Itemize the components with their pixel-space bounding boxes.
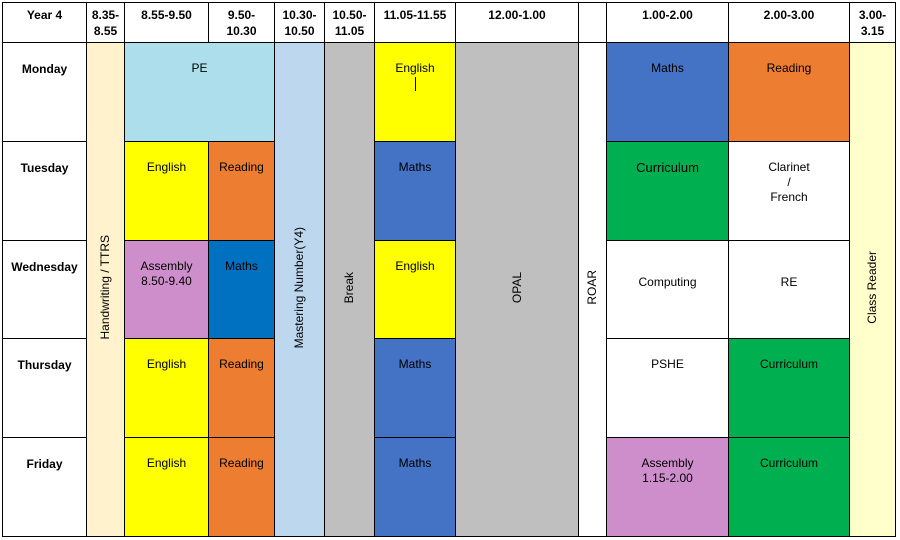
class-reader-label: Class Reader (865, 251, 879, 324)
tuesday-am1-lesson: English (124, 140, 209, 241)
time-header: 1.00-2.00 (606, 2, 729, 43)
monday-pm1-lesson: Maths (606, 42, 729, 142)
day-label-thursday: Thursday (2, 338, 87, 439)
handwriting-label: Handwriting / TTRS (98, 235, 112, 340)
tuesday-row: Tuesday English Reading Maths Curriculum… (2, 140, 896, 241)
wednesday-am1-lesson: Assembly 8.50-9.40 (124, 239, 209, 340)
time-header: 11.05-11.55 (374, 2, 456, 43)
day-label-wednesday: Wednesday (2, 239, 87, 340)
tuesday-am2-lesson: Reading (208, 140, 275, 241)
time-header: 2.00-3.00 (728, 2, 850, 43)
friday-pm2-lesson: Curriculum (728, 437, 850, 537)
time-header: 10.50- 11.05 (324, 2, 375, 43)
wednesday-pm1-lesson: Computing (606, 239, 729, 340)
tuesday-pm1-lesson: Curriculum (606, 140, 729, 241)
opal-label: OPAL (509, 271, 524, 304)
break-label: Break (342, 271, 356, 304)
tuesday-mid-lesson: Maths (374, 140, 456, 241)
wednesday-am2-lesson: Maths (208, 239, 275, 340)
year-label: Year 4 (2, 2, 87, 43)
time-header: 9.50- 10.30 (208, 2, 275, 43)
friday-am2-lesson: Reading (208, 437, 275, 537)
friday-row: Friday English Reading Maths Assembly 1.… (2, 437, 896, 537)
handwriting-block: Handwriting / TTRS (86, 42, 125, 537)
thursday-pm2-lesson: Curriculum (728, 338, 850, 439)
thursday-pm1-lesson: PSHE (606, 338, 729, 439)
thursday-mid-lesson: Maths (374, 338, 456, 439)
lesson-label: English (395, 61, 435, 75)
text-cursor (414, 77, 416, 91)
mastering-number-label: Mastering Number(Y4) (292, 226, 306, 349)
monday-pe-lesson: PE (124, 42, 275, 142)
roar-label: ROAR (585, 270, 599, 305)
day-label-tuesday: Tuesday (2, 140, 87, 241)
thursday-row: Thursday English Reading Maths PSHE Curr… (2, 338, 896, 439)
day-label-friday: Friday (2, 437, 87, 537)
monday-english-lesson: English (374, 42, 456, 142)
friday-am1-lesson: English (124, 437, 209, 537)
header-row: Year 4 8.35- 8.55 8.55-9.50 9.50- 10.30 … (2, 2, 896, 43)
monday-row: Monday Handwriting / TTRS PE Mastering N… (2, 42, 896, 537)
friday-pm1-lesson: Assembly 1.15-2.00 (606, 437, 729, 537)
wednesday-pm2-lesson: RE (728, 239, 850, 340)
time-header: 3.00- 3.15 (849, 2, 896, 43)
time-header: 8.35- 8.55 (86, 2, 125, 43)
roar-block: ROAR (578, 42, 607, 537)
time-header: 8.55-9.50 (124, 2, 209, 43)
thursday-am1-lesson: English (124, 338, 209, 439)
friday-mid-lesson: Maths (374, 437, 456, 537)
break-block: Break (324, 42, 375, 537)
time-header-empty (578, 2, 607, 43)
thursday-am2-lesson: Reading (208, 338, 275, 439)
day-label-monday: Monday (2, 42, 87, 142)
tuesday-pm2-lesson: Clarinet / French (728, 140, 850, 241)
mastering-number-block: Mastering Number(Y4) (274, 42, 325, 537)
time-header: 12.00-1.00 (455, 2, 579, 43)
time-header: 10.30- 10.50 (274, 2, 325, 43)
monday-pm2-lesson: Reading (728, 42, 850, 142)
wednesday-row: Wednesday Assembly 8.50-9.40 Maths Engli… (2, 239, 896, 340)
wednesday-mid-lesson: English (374, 239, 456, 340)
class-reader-block: Class Reader (849, 42, 896, 537)
opal-block: OPAL (455, 42, 579, 537)
